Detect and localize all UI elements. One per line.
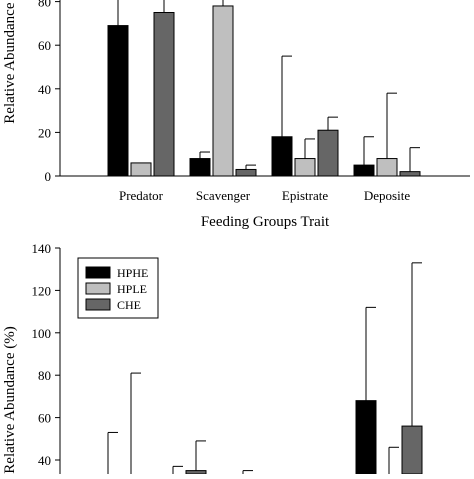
top-bars	[107, 0, 421, 177]
y-tick-label: 0	[45, 169, 52, 184]
bottom-y-ticks: 40 60 80 100 120 140	[32, 241, 60, 468]
legend-swatch-che	[85, 298, 111, 311]
bottom-bars	[107, 262, 423, 475]
bar-hphe	[189, 158, 211, 177]
top-y-axis-label: Relative Abundance (%)	[2, 0, 18, 124]
legend-label-hphe: HPHE	[117, 266, 148, 280]
top-chart-panel: 0 20 40 60 80 Predator Scavenger Epistrate Depo…	[2, 0, 470, 230]
top-y-ticks: 0 20 40 60 80	[38, 0, 60, 184]
top-x-axis-label: Feeding Groups Trait	[201, 214, 330, 230]
x-tick-label: Epistrate	[282, 188, 328, 203]
y-tick-label: 80	[38, 0, 51, 10]
top-x-tick-labels: Predator Scavenger Epistrate Deposite	[119, 188, 410, 203]
bar-che	[399, 171, 421, 177]
bar-hphe	[355, 400, 377, 475]
bar-che	[401, 425, 423, 475]
bar-che	[153, 12, 175, 177]
y-tick-label: 80	[38, 368, 51, 383]
y-tick-label: 60	[38, 38, 51, 53]
y-tick-label: 100	[32, 326, 52, 341]
bar-hple	[130, 162, 152, 177]
x-tick-label: Predator	[119, 188, 164, 203]
legend-label-che: CHE	[117, 298, 141, 312]
bottom-chart-panel: 40 60 80 100 120 140 Relative Abundance (%) H…	[2, 241, 423, 475]
legend: HPHE HPLE CHE	[77, 257, 159, 319]
y-tick-label: 40	[38, 82, 51, 97]
legend-swatch-hple	[85, 282, 111, 295]
bar-hple	[376, 158, 398, 177]
bar-che	[317, 129, 339, 177]
bar-hphe	[107, 25, 129, 177]
legend-swatch-hphe	[85, 266, 111, 279]
bar-hphe	[271, 136, 293, 177]
y-tick-label: 60	[38, 411, 51, 426]
legend-label-hple: HPLE	[117, 282, 147, 296]
bar-che	[185, 470, 207, 475]
y-tick-label: 140	[32, 241, 52, 256]
x-tick-label: Scavenger	[196, 188, 251, 203]
bar-hple	[294, 158, 316, 177]
bar-che	[235, 168, 257, 177]
y-tick-label: 120	[32, 283, 52, 298]
y-tick-label: 20	[38, 125, 51, 140]
x-tick-label: Deposite	[364, 188, 410, 203]
y-tick-label: 40	[38, 453, 51, 468]
bottom-y-axis-label: Relative Abundance (%)	[2, 326, 18, 473]
bar-hple	[212, 5, 234, 177]
bar-hphe	[353, 164, 375, 177]
